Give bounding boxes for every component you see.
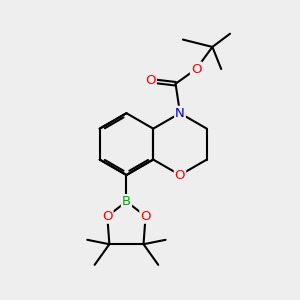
Text: N: N — [175, 107, 185, 120]
Text: O: O — [145, 74, 156, 87]
Text: O: O — [191, 62, 201, 76]
Text: O: O — [140, 210, 151, 223]
Text: O: O — [102, 210, 112, 223]
Text: B: B — [122, 195, 131, 208]
Text: O: O — [175, 169, 185, 182]
